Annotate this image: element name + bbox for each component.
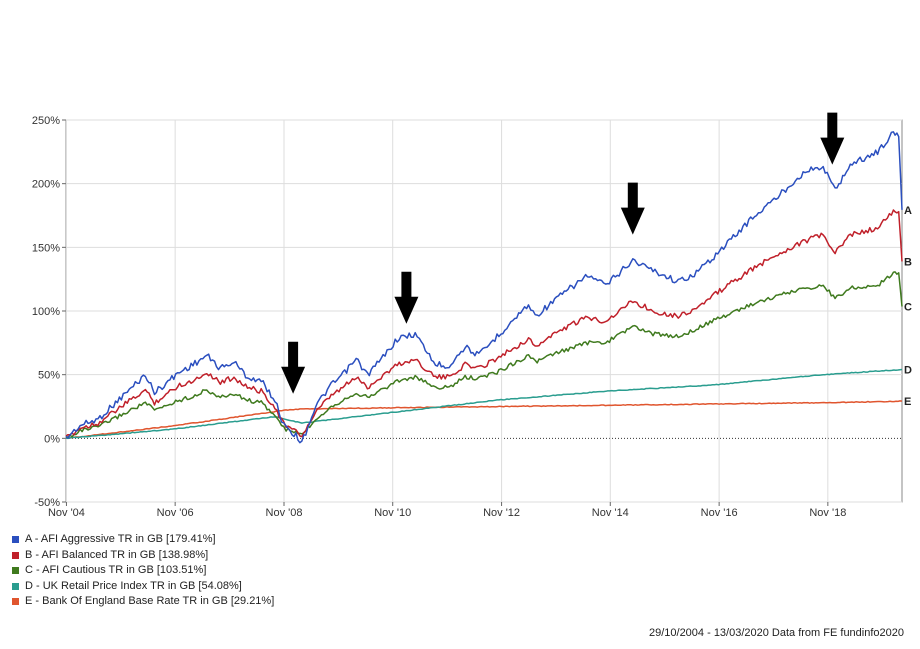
y-tick-label: 0% (44, 433, 60, 445)
legend-label: C - AFI Cautious TR in GB [103.51%] (25, 564, 207, 576)
x-tick-label: Nov '16 (701, 507, 738, 519)
legend-swatch (12, 536, 19, 544)
legend-item: A - AFI Aggressive TR in GB [179.41%] (12, 532, 274, 548)
x-tick-label: Nov '08 (266, 507, 303, 519)
series-end-label-e: E (904, 396, 911, 408)
series-line-a (65, 131, 903, 444)
x-tick-label: Nov '04 (48, 507, 85, 519)
series-line-c (65, 271, 903, 439)
y-tick-label: 200% (32, 179, 60, 191)
legend-label: D - UK Retail Price Index TR in GB [54.0… (25, 579, 242, 592)
down-arrow-icon (281, 341, 306, 394)
series-end-label-a: A (904, 205, 912, 217)
y-tick-label: 250% (32, 115, 60, 127)
legend-swatch (12, 551, 19, 559)
y-tick-label: 150% (32, 242, 60, 254)
legend-item: B - AFI Balanced TR in GB [138.98%] (12, 548, 274, 564)
legend-swatch (12, 582, 19, 590)
legend-item: C - AFI Cautious TR in GB [103.51%] (12, 563, 274, 579)
series-line-b (65, 209, 903, 438)
x-tick-label: Nov '06 (157, 507, 194, 519)
y-tick-label: 50% (38, 370, 60, 382)
legend-label: B - AFI Balanced TR in GB [138.98%] (25, 548, 209, 561)
legend-swatch (12, 567, 19, 575)
down-arrow-icon (620, 182, 645, 235)
x-tick-label: Nov '12 (483, 507, 520, 519)
series-end-label-b: B (904, 256, 912, 268)
legend-swatch (12, 598, 19, 606)
series-end-label-d: D (904, 364, 912, 376)
series-line-d (65, 368, 903, 440)
legend-item: E - Bank Of England Base Rate TR in GB [… (12, 594, 274, 610)
legend-item: D - UK Retail Price Index TR in GB [54.0… (12, 579, 274, 595)
down-arrow-icon (820, 112, 845, 165)
series-end-label-c: C (904, 302, 912, 314)
x-tick-label: Nov '18 (809, 507, 846, 519)
data-source-footer: 29/10/2004 - 13/03/2020 Data from FE fun… (648, 627, 904, 639)
x-tick-label: Nov '14 (592, 507, 629, 519)
legend-label: E - Bank Of England Base Rate TR in GB [… (25, 595, 275, 607)
legend-label: A - AFI Aggressive TR in GB [179.41%] (25, 533, 216, 545)
down-arrow-icon (394, 271, 419, 324)
x-tick-label: Nov '10 (374, 507, 411, 519)
chart-legend: A - AFI Aggressive TR in GB [179.41%] B -… (12, 532, 274, 610)
series-line-e (65, 400, 903, 439)
y-tick-label: -50% (34, 497, 60, 509)
y-tick-label: 100% (32, 306, 60, 318)
